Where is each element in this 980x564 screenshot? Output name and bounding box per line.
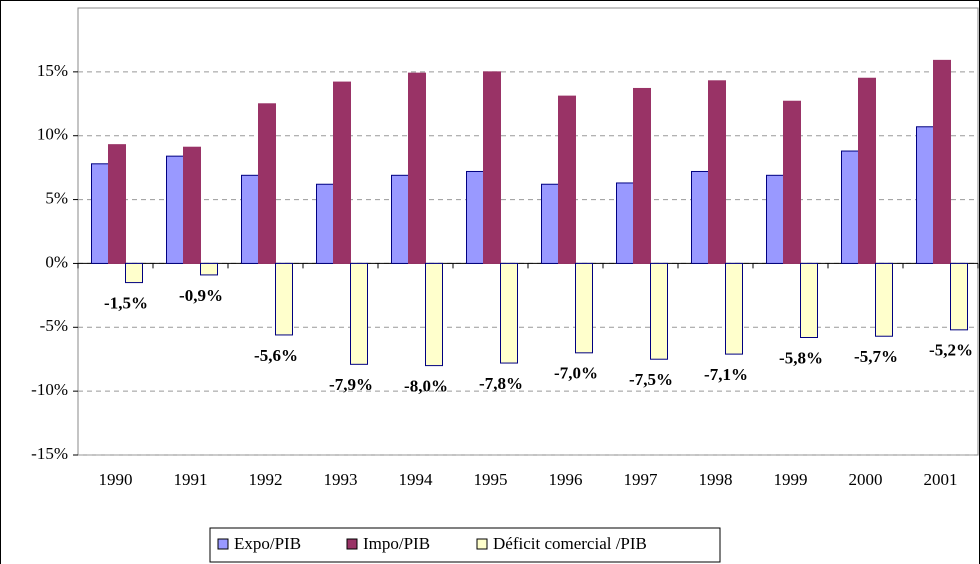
value-label: -7,9%: [329, 375, 373, 394]
x-tick-label: 1991: [174, 470, 208, 489]
bar: [691, 170, 709, 264]
bar: [200, 262, 218, 276]
bar: [783, 100, 801, 264]
bar: [275, 262, 293, 336]
value-label: -7,5%: [629, 370, 673, 389]
x-tick-label: 2000: [849, 470, 883, 489]
bar: [333, 81, 351, 264]
bar: [466, 170, 484, 264]
bar: [616, 182, 634, 264]
bar: [933, 59, 951, 264]
bar: [725, 262, 743, 355]
x-tick-label: 2001: [924, 470, 958, 489]
value-label: -5,2%: [929, 341, 973, 360]
x-tick-label: 1997: [624, 470, 659, 489]
bar: [408, 72, 426, 264]
x-tick-label: 1998: [699, 470, 733, 489]
value-label: -5,6%: [254, 346, 298, 365]
value-label: -0,9%: [179, 286, 223, 305]
bar: [841, 150, 859, 264]
legend-swatch: [476, 538, 488, 550]
x-tick-label: 1993: [324, 470, 358, 489]
legend-label: Expo/PIB: [234, 534, 301, 553]
bar: [800, 262, 818, 339]
x-tick-label: 1999: [774, 470, 808, 489]
bar: [391, 174, 409, 264]
value-label: -5,8%: [779, 348, 823, 367]
legend-swatch: [217, 538, 229, 550]
y-tick-label: 10%: [37, 125, 68, 144]
value-label: -1,5%: [104, 293, 148, 312]
bar: [183, 146, 201, 264]
bar: [350, 262, 368, 365]
bar: [633, 87, 651, 264]
y-tick-label: -15%: [31, 444, 68, 463]
x-tick-label: 1996: [549, 470, 583, 489]
bar: [558, 95, 576, 264]
bar: [766, 174, 784, 264]
legend-label: Impo/PIB: [363, 534, 430, 553]
bar: [650, 262, 668, 360]
bar: [166, 155, 184, 264]
bar: [125, 262, 143, 284]
bar: [91, 163, 109, 264]
legend-label: Déficit comercial /PIB: [493, 534, 647, 553]
y-tick-label: 15%: [37, 61, 68, 80]
bar: [916, 126, 934, 264]
bar: [575, 262, 593, 354]
bar: [541, 183, 559, 264]
y-tick-label: -10%: [31, 380, 68, 399]
value-label: -7,8%: [479, 374, 523, 393]
y-tick-label: -5%: [40, 316, 68, 335]
bar: [708, 80, 726, 264]
legend-box: [209, 527, 721, 563]
bar: [241, 174, 259, 264]
y-tick-label: 5%: [45, 188, 68, 207]
bar: [500, 262, 518, 364]
bar: [108, 144, 126, 264]
legend-swatch: [346, 538, 358, 550]
x-tick-label: 1990: [99, 470, 133, 489]
bar: [875, 262, 893, 337]
value-label: -7,1%: [704, 365, 748, 384]
bar: [316, 183, 334, 264]
x-tick-label: 1995: [474, 470, 508, 489]
bar: [858, 77, 876, 264]
x-tick-label: 1992: [249, 470, 283, 489]
bar: [258, 103, 276, 264]
bar: [950, 262, 968, 331]
value-label: -7,0%: [554, 364, 598, 383]
x-tick-label: 1994: [399, 470, 434, 489]
bar: [425, 262, 443, 367]
bar: [483, 71, 501, 264]
value-label: -5,7%: [854, 347, 898, 366]
value-label: -8,0%: [404, 377, 448, 396]
y-tick-label: 0%: [45, 252, 68, 271]
